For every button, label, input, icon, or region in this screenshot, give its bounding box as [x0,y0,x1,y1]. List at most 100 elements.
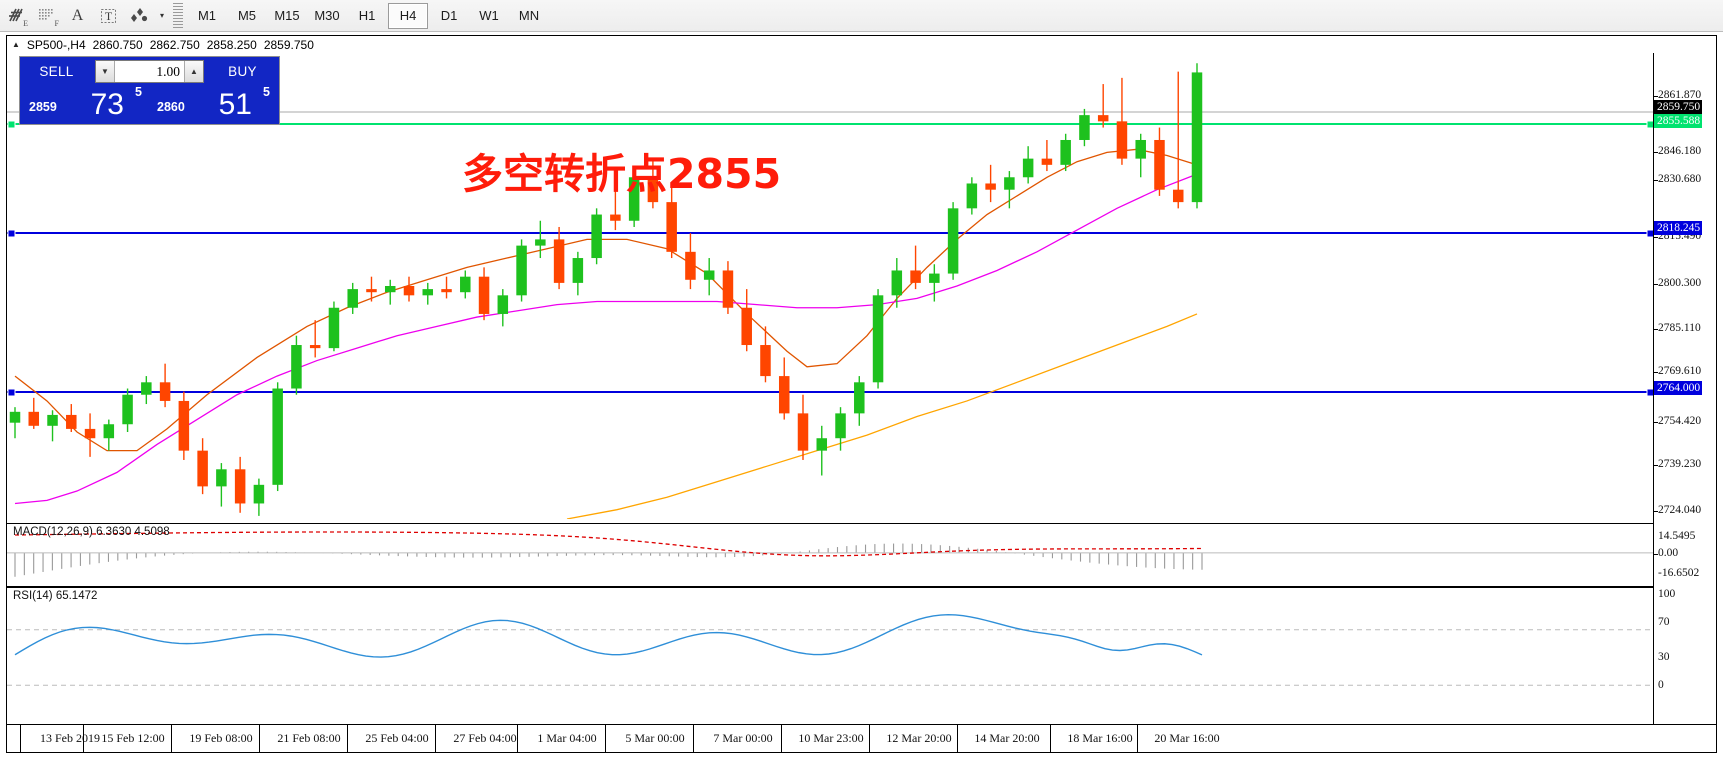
time-tick-label: 10 Mar 23:00 [798,731,864,745]
candle [441,276,452,299]
blue-support-line-2-handle-left[interactable] [7,388,16,397]
candle [1116,77,1128,165]
green-resistance-line-handle[interactable] [1646,120,1653,129]
candle [1097,84,1109,128]
time-tick [1050,725,1051,752]
price-tick [1654,511,1658,512]
rsi-label: RSI(14) 65.1472 [13,590,98,602]
candle [478,267,490,321]
timeframe-mn[interactable]: MN [518,8,540,23]
candle [854,376,865,426]
rsi-pane[interactable]: RSI(14) 65.1472 [7,587,1653,727]
volume-increment-icon[interactable]: ▲ [184,61,203,82]
price-tick-label: 2846.180 [1658,145,1702,157]
last-price-badge[interactable]: 2859.750 [1654,100,1703,114]
buy-button[interactable]: BUY [209,60,276,83]
candle [9,407,21,439]
time-tick-label: 20 Mar 16:00 [1154,731,1220,745]
grid-f-icon[interactable]: F [31,2,62,29]
volume-input[interactable]: 1.00 [156,63,180,79]
time-tick [869,725,870,752]
time-tick-label: 15 Feb 12:00 [101,731,165,745]
candle [141,376,152,405]
blue-support-line-1-handle-left[interactable] [7,229,16,238]
collapse-triangle-icon[interactable]: ▲ [12,40,20,49]
candle [1172,71,1184,209]
buy-quote[interactable]: 2860 51 5 [151,84,276,120]
chart-close-value: 2859.750 [263,37,314,52]
time-tick-label: 21 Feb 08:00 [277,731,341,745]
chart-header: ▲ SP500-,H4 2860.750 2862.750 2858.250 2… [7,36,1716,53]
candle [872,289,884,389]
candle [797,394,809,460]
candle [816,425,828,476]
green-resistance-line-handle-left[interactable] [7,120,16,129]
candlestick-chart [7,63,1653,519]
timeframe-m15[interactable]: M15 [274,8,300,23]
macd-tick-label: 14.5495 [1658,530,1696,542]
macd-pane[interactable]: MACD(12,26,9) 6.3630 4.5098 [7,523,1653,587]
candle [291,335,302,395]
timeframe-d1[interactable]: D1 [440,8,458,23]
shapes-dropdown-arrow-icon[interactable]: ▾ [155,2,169,29]
candle [216,463,227,507]
candle [159,363,171,408]
chart-window: ▲ SP500-,H4 2860.750 2862.750 2858.250 2… [6,35,1717,753]
blue-level-badge-2[interactable]: 2764.000 [1654,381,1703,395]
candle [1154,127,1165,196]
main-toolbar: E F A T ▾ M1 M5 M15 M30 H1 H4 [0,0,1723,32]
time-tick-label: 14 Mar 20:00 [974,731,1040,745]
macd-tick-label: 0.00 [1658,547,1679,559]
crosshair-e-icon[interactable]: E [0,2,31,29]
blue-support-line-1-handle[interactable] [1646,229,1653,238]
time-tick-label: 13 Feb 2019 [40,731,100,745]
price-tick [1654,422,1658,423]
candle [178,391,190,460]
timeframe-m30[interactable]: M30 [314,8,340,23]
price-tick [1654,465,1658,466]
timeframe-h4[interactable]: H4 [388,2,428,29]
time-tick [693,725,694,752]
shapes-tool-icon[interactable] [124,2,155,29]
timeframe-m5[interactable]: M5 [237,8,257,23]
text-tool-icon[interactable]: A [62,2,93,29]
time-scale[interactable]: 13 Feb 2019 15 Feb 12:00 19 Feb 08:00 21 Fe… [7,724,1716,752]
candle [253,478,265,516]
candle [1022,146,1034,184]
price-tick-label: 2739.230 [1658,458,1702,470]
volume-stepper[interactable]: ▼ 1.00 ▲ [95,60,204,83]
candle [1191,63,1203,209]
candle [1079,108,1090,147]
volume-decrement-icon[interactable]: ▼ [96,61,115,82]
label-tool-icon[interactable]: T [93,2,124,29]
sell-button[interactable]: SELL [23,60,90,83]
blue-level-badge-1[interactable]: 2818.245 [1654,221,1703,235]
candle [516,239,527,302]
green-level-badge[interactable]: 2855.588 [1654,114,1703,128]
timeframe-w1[interactable]: W1 [479,8,499,23]
dropdown-glyph: ▾ [159,11,164,20]
time-tick [259,725,260,752]
timeframe-m1[interactable]: M1 [197,8,217,23]
one-click-trading-panel[interactable]: SELL ▼ 1.00 ▲ BUY 2859 73 5 2860 51 5 [19,56,280,125]
chart-open-value: 2860.750 [92,37,143,52]
chart-annotation-text[interactable]: 多空转折点2855 [462,150,782,198]
macd-tick [1654,554,1658,555]
macd-plot [7,531,1653,577]
timeframe-h1[interactable]: H1 [358,8,376,23]
candle [1041,139,1053,172]
candle [628,171,640,227]
candle [553,226,565,290]
blue-support-line-2-handle[interactable] [1646,388,1653,397]
price-pane[interactable] [7,53,1653,519]
sell-price-prefix: 2859 [29,100,57,114]
candle [460,270,471,299]
price-tick-label: 2800.300 [1658,277,1702,289]
candle [328,301,340,352]
price-scale[interactable]: 2861.870 2846.180 2830.680 2815.490 2800.300… [1653,53,1716,752]
candle [197,438,208,495]
time-tick [20,725,21,752]
sell-quote[interactable]: 2859 73 5 [23,84,148,120]
candle [535,220,546,259]
price-tick [1654,372,1658,373]
